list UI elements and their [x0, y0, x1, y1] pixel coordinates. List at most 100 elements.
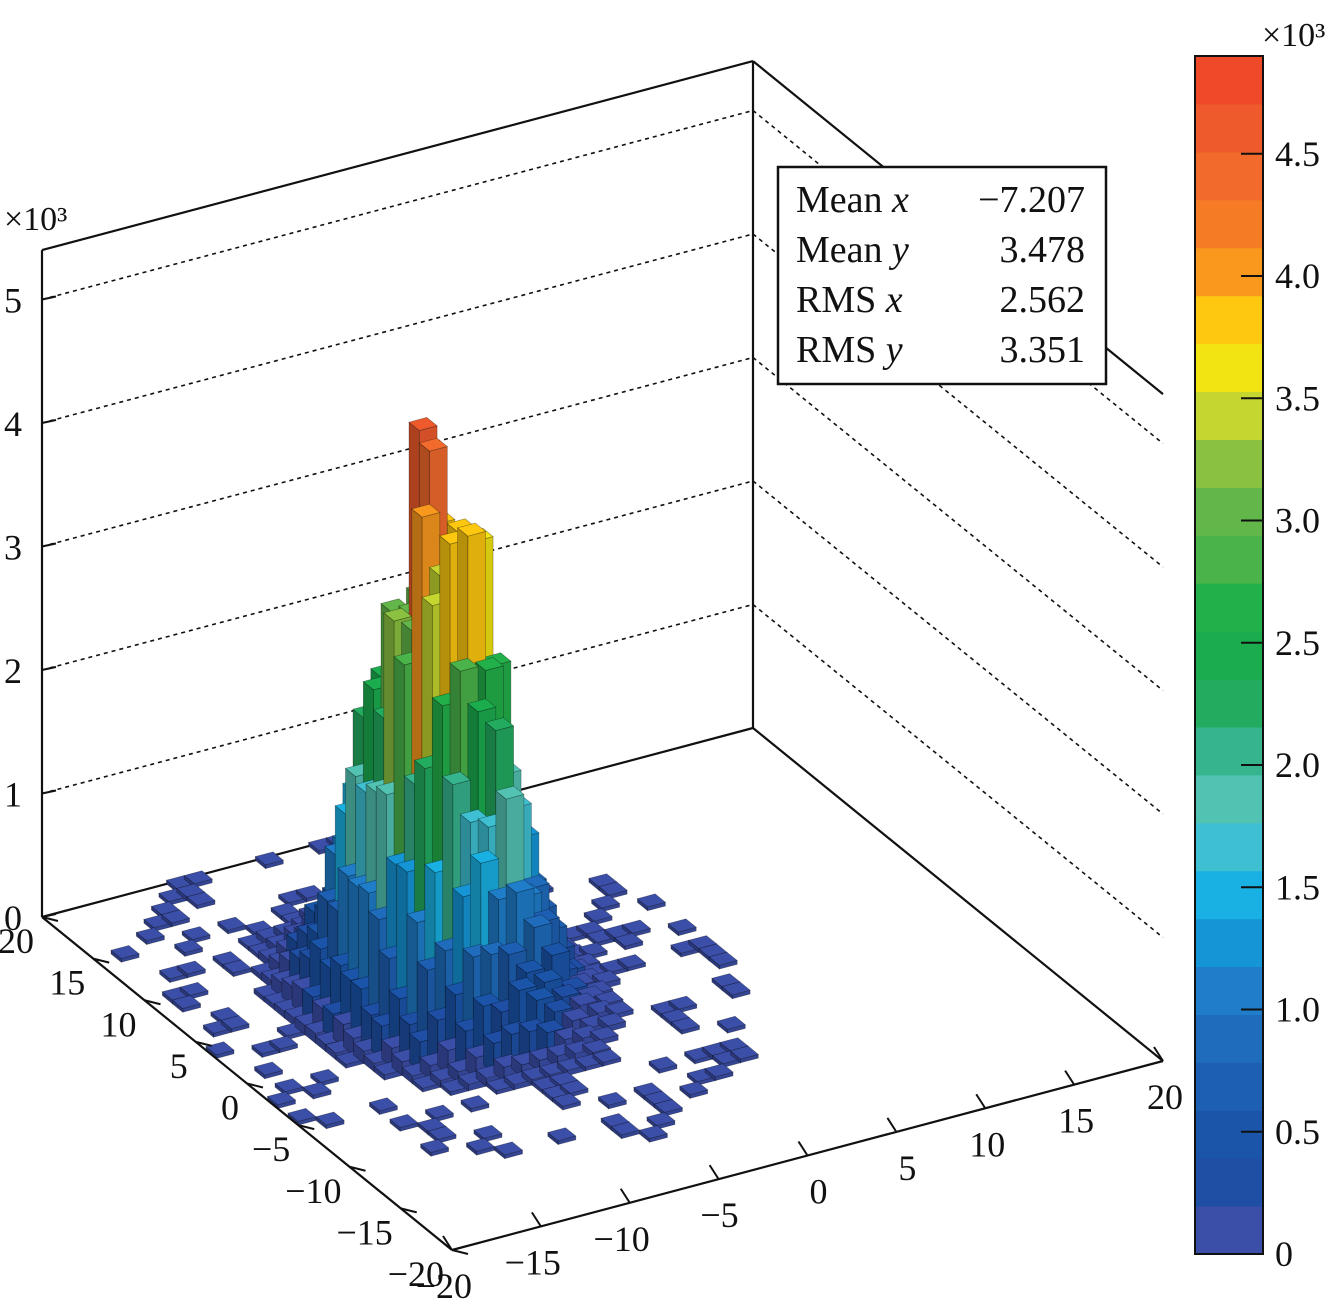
colorbar-cell — [1195, 247, 1263, 297]
colorbar-cell — [1195, 1206, 1263, 1255]
stats-row-value: 3.478 — [1000, 229, 1086, 271]
x-tick-label: 15 — [1058, 1101, 1094, 1141]
lego-bar — [254, 851, 285, 870]
lego-bar — [485, 1077, 516, 1096]
stats-row-value: 3.351 — [1000, 329, 1086, 371]
stats-row-var: y — [888, 229, 909, 271]
z-grid-line — [41, 480, 754, 671]
stats-row-var: x — [891, 179, 909, 221]
x-tick-label: −20 — [416, 1266, 472, 1306]
colorbar-tick-label: 3.5 — [1275, 378, 1320, 418]
lego-bar — [216, 916, 247, 935]
stats-row-value: 2.562 — [1000, 279, 1086, 321]
lego-bar — [597, 1091, 628, 1110]
y-tick-label: −15 — [336, 1212, 392, 1252]
lego-bar — [419, 1139, 450, 1157]
lego-bar — [220, 1015, 250, 1034]
stats-row-label: Mean y — [796, 229, 909, 271]
lego-bar — [721, 981, 751, 1000]
colorbar-tick-label: 4.5 — [1275, 134, 1320, 174]
colorbar-cell — [1195, 631, 1263, 680]
lego-bar — [427, 1126, 457, 1144]
x-tick-label: −15 — [505, 1242, 561, 1282]
lego-bar — [389, 1114, 419, 1132]
z-tick-label: 0 — [4, 898, 22, 938]
lego-bar — [181, 926, 211, 945]
lego-bar — [638, 1125, 669, 1143]
stats-row-label: Mean x — [796, 179, 909, 221]
colorbar-tick-label: 3.0 — [1275, 501, 1320, 541]
colorbar-multiplier: ×10³ — [1262, 17, 1325, 54]
lego-bar — [646, 1112, 676, 1130]
y-tick-label: 15 — [49, 963, 85, 1003]
z-tick-label: 4 — [4, 404, 22, 444]
colorbar-cell — [1195, 103, 1263, 153]
lego-bar — [268, 1035, 299, 1054]
lego-bar — [729, 1045, 760, 1064]
stats-row-var: x — [885, 279, 903, 321]
colorbar-cell — [1195, 56, 1263, 105]
z-grid-line — [752, 356, 1164, 692]
lego-bar — [547, 1127, 577, 1146]
colorbar-cell — [1195, 151, 1263, 201]
lego-bar — [708, 951, 738, 970]
y-tick-label: −5 — [252, 1129, 290, 1169]
lego-bar — [473, 1124, 503, 1143]
lego-bar — [460, 1095, 490, 1114]
lego-bar — [309, 1068, 340, 1087]
colorbar-cell — [1195, 343, 1263, 393]
y-tick-label: −20 — [388, 1254, 444, 1294]
stats-row-value: −7.207 — [978, 179, 1085, 221]
colorbar-cell — [1195, 918, 1263, 968]
stats-row-label: RMS y — [796, 329, 903, 371]
y-tick-label: 20 — [0, 921, 34, 961]
lego-bar — [171, 995, 202, 1013]
x-tick-label: 5 — [898, 1148, 916, 1188]
colorbar-cell — [1195, 583, 1263, 632]
z-tick-label: 5 — [4, 281, 22, 321]
lego-bar — [222, 959, 252, 978]
lego-bar — [716, 1015, 747, 1034]
z-grid-line — [41, 356, 754, 548]
lego-bar — [598, 881, 628, 900]
colorbar-tick-label: 1.0 — [1275, 990, 1320, 1030]
lego-bar — [302, 1081, 332, 1100]
z-axis-multiplier: ×10³ — [4, 201, 67, 238]
lego-bar — [295, 884, 326, 903]
lego-bar — [589, 1026, 619, 1046]
colorbar-cell — [1195, 535, 1263, 584]
y-tick-label: −10 — [285, 1171, 341, 1211]
lego-bar — [583, 907, 613, 926]
x-tick-label: −5 — [700, 1195, 738, 1235]
lego-bar — [616, 954, 647, 972]
y-tick-label: 5 — [170, 1046, 188, 1086]
lego-bar — [678, 1081, 709, 1100]
colorbar-cell — [1195, 966, 1263, 1015]
lego-bar — [610, 1121, 641, 1140]
lego-bar — [636, 893, 667, 912]
colorbar-cell — [1195, 439, 1263, 488]
lego-bar — [368, 1097, 399, 1116]
colorbar-tick-label: 1.5 — [1275, 867, 1320, 907]
colorbar-cell — [1195, 1158, 1263, 1207]
colorbar-cell — [1195, 774, 1263, 824]
lego-bar — [287, 1108, 317, 1126]
lego-bar — [465, 1137, 496, 1156]
colorbar: 0 0.5 1.0 1.5 2.0 2.5 3.0 3.5 4.0 4.5 ×10³ — [1194, 17, 1325, 1274]
colorbar-cell — [1195, 1062, 1263, 1111]
colorbar-tick-label: 2.5 — [1275, 623, 1320, 663]
colorbar-tick-label: 4.0 — [1275, 256, 1320, 296]
y-tick-label: 10 — [101, 1004, 137, 1044]
lego-bar — [590, 894, 621, 913]
lego-bar — [670, 939, 700, 958]
lego-bar — [253, 1061, 284, 1080]
stats-box: Mean x −7.207 Mean y 3.478 RMS x 2.562 RMS y 3.… — [776, 165, 1108, 386]
lego-bar — [315, 1111, 345, 1130]
lego-bar — [648, 1056, 678, 1075]
colorbar-cell — [1195, 870, 1263, 920]
colorbar-cell — [1195, 1014, 1263, 1063]
lego-bar — [621, 919, 652, 938]
z-tick-label: 2 — [4, 651, 22, 691]
lego-bar — [160, 909, 191, 928]
